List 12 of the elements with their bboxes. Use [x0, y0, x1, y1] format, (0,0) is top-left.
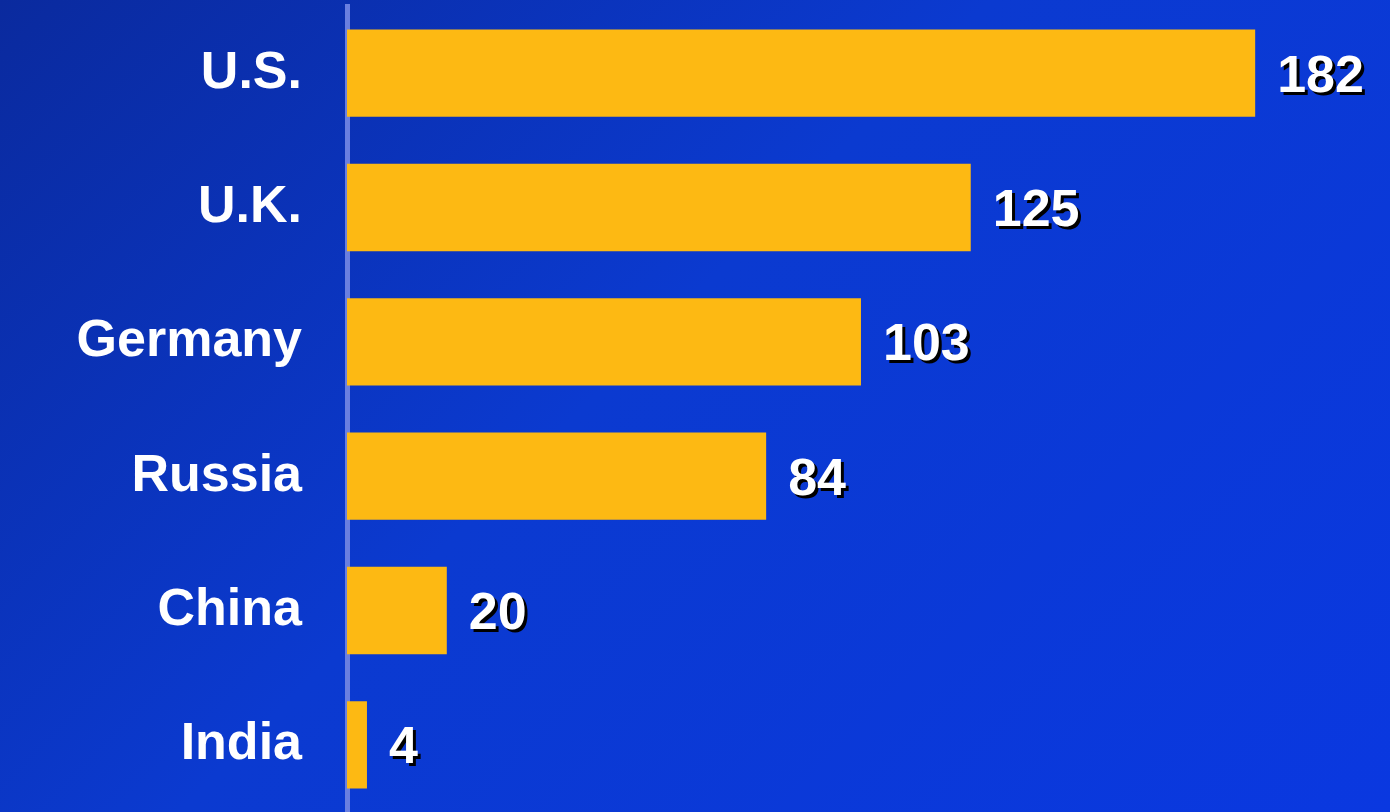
y-tick-label: Germany [76, 309, 303, 368]
data-label: 125 [992, 178, 1080, 237]
y-tick-label: U.S. [200, 40, 302, 99]
data-label: 4 [388, 716, 418, 775]
data-label: 84 [788, 447, 847, 506]
data-label: 182 [1277, 44, 1364, 103]
y-tick-label: India [180, 712, 304, 771]
data-label: 20 [468, 581, 527, 640]
y-tick-label: Russia [131, 443, 304, 502]
y-tick-label: China [157, 577, 304, 636]
y-tick-label: U.K. [198, 174, 302, 233]
data-label: 103 [882, 313, 970, 372]
